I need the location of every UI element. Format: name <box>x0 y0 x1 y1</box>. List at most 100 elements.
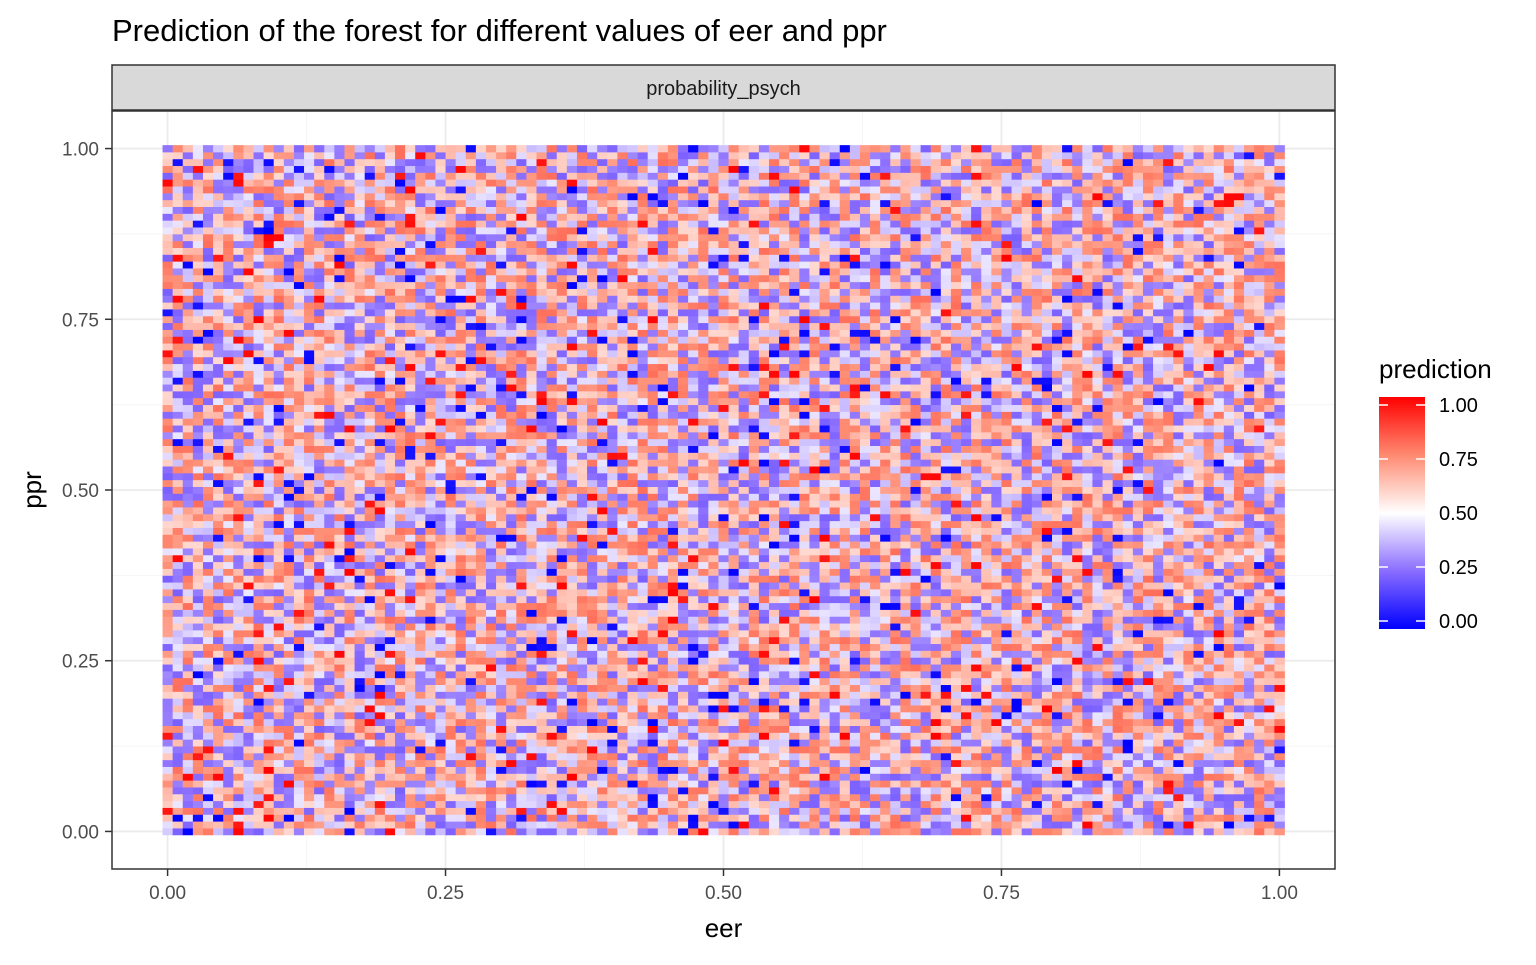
heatmap-cell <box>688 732 699 739</box>
heatmap-cell <box>729 712 740 719</box>
heatmap-cell <box>1092 801 1103 808</box>
heatmap-cell <box>1153 664 1164 671</box>
heatmap-cell <box>537 739 548 746</box>
heatmap-cell <box>708 821 719 828</box>
heatmap-cell <box>476 801 487 808</box>
heatmap-cell <box>405 828 416 835</box>
heatmap-cell <box>1123 746 1134 753</box>
heatmap-cell <box>658 657 669 664</box>
heatmap-cell <box>809 596 820 603</box>
heatmap-cell <box>1123 548 1134 555</box>
heatmap-cell <box>1022 705 1033 712</box>
heatmap-cell <box>688 828 699 835</box>
heatmap-cell <box>466 705 477 712</box>
heatmap-cell <box>1022 808 1033 815</box>
heatmap-cell <box>638 596 649 603</box>
heatmap-cell <box>749 691 760 698</box>
heatmap-cell <box>395 787 406 794</box>
heatmap-cell <box>1143 732 1154 739</box>
heatmap-cell <box>658 691 669 698</box>
heatmap-cell <box>931 671 942 678</box>
heatmap-cell <box>1082 575 1093 582</box>
heatmap-cell <box>688 780 699 787</box>
heatmap-cell <box>1052 678 1063 685</box>
heatmap-cell <box>567 746 578 753</box>
heatmap-cell <box>587 808 598 815</box>
heatmap-cell <box>486 644 497 651</box>
heatmap-cell <box>830 726 841 733</box>
heatmap-cell <box>577 562 588 569</box>
heatmap-cell <box>395 739 406 746</box>
heatmap-cell <box>324 794 335 801</box>
heatmap-cell <box>658 637 669 644</box>
heatmap-cell <box>688 767 699 774</box>
heatmap-cell <box>900 794 911 801</box>
heatmap-cell <box>506 582 517 589</box>
heatmap-cell <box>1001 726 1012 733</box>
heatmap-cell <box>729 555 740 562</box>
heatmap-cell <box>830 541 841 548</box>
heatmap-cell <box>264 534 275 541</box>
heatmap-cell <box>860 678 871 685</box>
heatmap-cell <box>698 664 709 671</box>
heatmap-cell <box>658 534 669 541</box>
heatmap-cell <box>739 555 750 562</box>
heatmap-cell <box>941 780 952 787</box>
heatmap-cell <box>243 541 254 548</box>
heatmap-cell <box>355 541 366 548</box>
heatmap-cell <box>850 528 861 535</box>
heatmap-cell <box>1163 712 1174 719</box>
heatmap-cell <box>1082 691 1093 698</box>
heatmap-cell <box>435 828 446 835</box>
heatmap-cell <box>1143 562 1154 569</box>
heatmap-cell <box>496 555 507 562</box>
heatmap-cell <box>890 767 901 774</box>
heatmap-cell <box>971 691 982 698</box>
heatmap-cell <box>1254 753 1265 760</box>
heatmap-cell <box>355 698 366 705</box>
heatmap-cell <box>931 814 942 821</box>
heatmap-cell <box>617 678 628 685</box>
heatmap-cell <box>395 575 406 582</box>
heatmap-cell <box>516 569 527 576</box>
heatmap-cell <box>1163 705 1174 712</box>
heatmap-cell <box>820 623 831 630</box>
heatmap-cell <box>1183 630 1194 637</box>
heatmap-cell <box>304 650 315 657</box>
heatmap-cell <box>809 637 820 644</box>
heatmap-cell <box>1143 644 1154 651</box>
heatmap-cell <box>1153 698 1164 705</box>
heatmap-cell <box>921 575 932 582</box>
heatmap-cell <box>1062 808 1073 815</box>
heatmap-cell <box>537 610 548 617</box>
heatmap-cell <box>749 534 760 541</box>
heatmap-cell <box>1082 664 1093 671</box>
heatmap-cell <box>1062 719 1073 726</box>
heatmap-cell <box>941 650 952 657</box>
heatmap-cell <box>860 630 871 637</box>
heatmap-cell <box>1103 753 1114 760</box>
heatmap-cell <box>1234 664 1245 671</box>
heatmap-cell <box>1022 753 1033 760</box>
heatmap-cell <box>870 814 881 821</box>
heatmap-cell <box>668 828 679 835</box>
heatmap-cell <box>1123 575 1134 582</box>
heatmap-cell <box>931 739 942 746</box>
heatmap-cell <box>223 541 234 548</box>
heatmap-cell <box>1001 732 1012 739</box>
heatmap-cell <box>1224 753 1235 760</box>
heatmap-cell <box>638 698 649 705</box>
heatmap-cell <box>860 575 871 582</box>
heatmap-cell <box>799 787 810 794</box>
heatmap-cell <box>759 685 770 692</box>
heatmap-cell <box>1173 821 1184 828</box>
heatmap-cell <box>587 698 598 705</box>
heatmap-cell <box>850 712 861 719</box>
heatmap-cell <box>1042 814 1053 821</box>
heatmap-cell <box>799 726 810 733</box>
heatmap-cell <box>1001 548 1012 555</box>
heatmap-cell <box>334 589 345 596</box>
heatmap-cell <box>1204 534 1215 541</box>
heatmap-cell <box>587 555 598 562</box>
heatmap-cell <box>486 575 497 582</box>
